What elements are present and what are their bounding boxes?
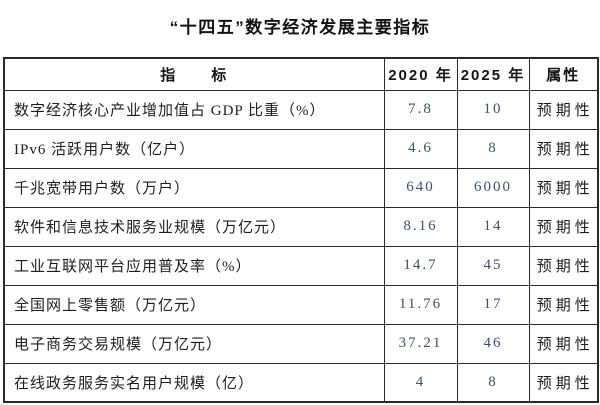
cell-attribute: 预期性: [528, 206, 599, 247]
cell-2025-value: 46: [456, 323, 530, 364]
table-row: 电子商务交易规模（万亿元） 37.21 46 预期性: [3, 323, 599, 364]
cell-2020-value: 4.6: [383, 128, 458, 169]
cell-indicator: 全国网上零售额（万亿元）: [3, 284, 385, 325]
header-cell-indicator: 指 标: [3, 57, 385, 91]
cell-2020-value: 640: [383, 167, 458, 208]
table-row: 在线政务服务实名用户规模（亿） 4 8 预期性: [3, 362, 599, 403]
table-row: IPv6 活跃用户数（亿户） 4.6 8 预期性: [3, 128, 599, 169]
header-row: 指 标 2020 年 2025 年 属性: [3, 57, 599, 91]
cell-attribute: 预期性: [528, 323, 599, 364]
cell-indicator: 在线政务服务实名用户规模（亿）: [3, 362, 385, 403]
cell-indicator: 软件和信息技术服务业规模（万亿元）: [3, 206, 385, 247]
cell-indicator: IPv6 活跃用户数（亿户）: [3, 128, 385, 169]
cell-2025-value: 14: [456, 206, 530, 247]
cell-2020-value: 37.21: [383, 323, 458, 364]
cell-2020-value: 7.8: [383, 89, 458, 130]
table-row: 全国网上零售额（万亿元） 11.76 17 预期性: [3, 284, 599, 325]
page-title: “十四五”数字经济发展主要指标: [169, 18, 431, 37]
table-row: 数字经济核心产业增加值占 GDP 比重（%） 7.8 10 预期性: [3, 89, 599, 130]
cell-indicator: 数字经济核心产业增加值占 GDP 比重（%）: [3, 89, 385, 130]
cell-2025-value: 17: [456, 284, 530, 325]
cell-2025-value: 8: [456, 362, 530, 403]
table-row: 工业互联网平台应用普及率（%） 14.7 45 预期性: [3, 245, 599, 286]
cell-attribute: 预期性: [528, 284, 599, 325]
cell-attribute: 预期性: [528, 89, 599, 130]
cell-2020-value: 11.76: [383, 284, 458, 325]
cell-indicator: 千兆宽带用户数（万户）: [3, 167, 385, 208]
cell-2025-value: 8: [456, 128, 530, 169]
cell-2020-value: 4: [383, 362, 458, 403]
header-cell-attribute: 属性: [528, 57, 599, 91]
cell-attribute: 预期性: [528, 245, 599, 286]
table-row: 千兆宽带用户数（万户） 640 6000 预期性: [3, 167, 599, 208]
header-cell-2025: 2025 年: [456, 57, 530, 91]
cell-2025-value: 10: [456, 89, 530, 130]
cell-indicator: 电子商务交易规模（万亿元）: [3, 323, 385, 364]
cell-2025-value: 45: [456, 245, 530, 286]
header-cell-2020: 2020 年: [383, 57, 458, 91]
cell-2025-value: 6000: [456, 167, 530, 208]
cell-2020-value: 14.7: [383, 245, 458, 286]
cell-attribute: 预期性: [528, 128, 599, 169]
indicators-table: 指 标 2020 年 2025 年 属性 数字经济核心产业增加值占 GDP 比重…: [3, 57, 599, 403]
cell-attribute: 预期性: [528, 362, 599, 403]
cell-2020-value: 8.16: [383, 206, 458, 247]
cell-indicator: 工业互联网平台应用普及率（%）: [3, 245, 385, 286]
table-row: 软件和信息技术服务业规模（万亿元） 8.16 14 预期性: [3, 206, 599, 247]
cell-attribute: 预期性: [528, 167, 599, 208]
